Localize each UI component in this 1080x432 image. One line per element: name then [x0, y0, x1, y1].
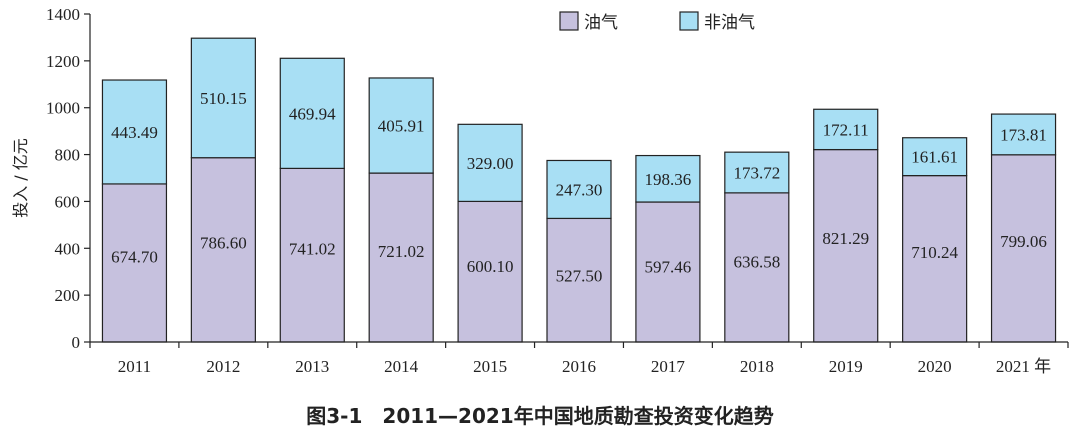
- bar-oil-gas-2020: [902, 175, 968, 343]
- data-label-oil-gas: 741.02: [289, 239, 336, 258]
- legend-label-oil-gas: 油气: [584, 13, 618, 33]
- x-tick-label: 2015: [473, 357, 507, 376]
- bar-oil-gas-2015: [457, 200, 523, 343]
- data-label-non-oil-gas: 329.00: [467, 154, 514, 173]
- bar-oil-gas-2011: [101, 183, 168, 343]
- x-tick-label: 2016: [562, 357, 596, 376]
- bar-non-oil-gas-2011: [101, 79, 168, 185]
- data-label-oil-gas: 597.46: [645, 257, 692, 276]
- data-label-non-oil-gas: 247.30: [556, 180, 603, 199]
- bar-non-oil-gas-2021: [990, 113, 1057, 156]
- data-label-oil-gas: 527.50: [556, 266, 603, 285]
- bars-group: 674.70 443.49 786.60 510.15 741.02 469.94 721.…: [101, 37, 1057, 343]
- y-axis-label: 投入 / 亿元: [11, 138, 30, 218]
- bar-non-oil-gas-2017: [635, 154, 701, 203]
- x-tick-label: 2017: [651, 357, 686, 376]
- bar-non-oil-gas-2014: [368, 77, 434, 174]
- figure-caption: 图3-1 2011—2021年中国地质勘查投资变化趋势: [306, 404, 774, 428]
- data-label-non-oil-gas: 173.81: [1000, 125, 1047, 144]
- legend-label-non-oil-gas: 非油气: [704, 13, 755, 33]
- data-label-non-oil-gas: 469.94: [289, 104, 336, 123]
- bar-non-oil-gas-2019: [813, 108, 879, 151]
- y-tick-label: 200: [55, 286, 81, 305]
- data-label-non-oil-gas: 161.61: [911, 148, 958, 167]
- data-label-non-oil-gas: 510.15: [200, 89, 247, 108]
- bar-oil-gas-2019: [813, 148, 879, 343]
- data-label-non-oil-gas: 443.49: [111, 123, 158, 142]
- x-tick-label: 2020: [918, 357, 952, 376]
- x-tick-label: 2018: [740, 357, 774, 376]
- y-tick-label: 600: [55, 192, 81, 211]
- bar-non-oil-gas-2020: [902, 137, 968, 177]
- data-label-oil-gas: 710.24: [911, 243, 958, 262]
- legend-swatch-oil-gas: [559, 11, 579, 31]
- data-label-oil-gas: 799.06: [1000, 232, 1047, 251]
- bar-non-oil-gas-2016: [546, 159, 612, 220]
- legend-swatch-non-oil-gas: [679, 11, 699, 31]
- bar-non-oil-gas-2018: [724, 151, 790, 194]
- data-label-non-oil-gas: 172.11: [823, 120, 869, 139]
- data-label-oil-gas: 674.70: [111, 248, 158, 267]
- bar-oil-gas-2021: [990, 154, 1057, 343]
- data-label-oil-gas: 600.10: [467, 257, 514, 276]
- y-tick-label: 1400: [46, 5, 80, 24]
- y-tick-label: 0: [72, 333, 81, 352]
- bar-oil-gas-2018: [724, 192, 790, 343]
- y-tick-label: 400: [55, 239, 81, 258]
- x-tick-label: 2021 年: [996, 357, 1051, 376]
- bar-oil-gas-2017: [635, 201, 701, 343]
- x-axis: 2011 2012 2013 2014 2015 2016 2017 2018 2019 2020…: [89, 341, 1069, 376]
- data-label-oil-gas: 721.02: [378, 242, 425, 261]
- bar-non-oil-gas-2012: [190, 37, 256, 159]
- data-label-non-oil-gas: 198.36: [645, 170, 692, 189]
- y-tick-label: 800: [55, 146, 81, 165]
- data-label-oil-gas: 636.58: [733, 252, 780, 271]
- data-label-oil-gas: 821.29: [822, 229, 869, 248]
- y-tick-label: 1200: [46, 52, 80, 71]
- legend: 油气 非油气: [559, 11, 755, 33]
- y-axis: 0 200 400 600 800 1000 1200 1400: [46, 5, 91, 352]
- bar-non-oil-gas-2015: [457, 123, 523, 203]
- x-tick-label: 2012: [206, 357, 240, 376]
- x-tick-label: 2013: [295, 357, 329, 376]
- data-label-non-oil-gas: 405.91: [378, 117, 425, 136]
- y-tick-label: 1000: [46, 99, 80, 118]
- data-label-non-oil-gas: 173.72: [733, 164, 780, 183]
- x-tick-label: 2011: [118, 357, 151, 376]
- x-tick-label: 2014: [384, 357, 419, 376]
- x-tick-label: 2019: [829, 357, 863, 376]
- data-label-oil-gas: 786.60: [200, 233, 247, 252]
- bar-non-oil-gas-2013: [279, 57, 345, 169]
- stacked-bar-chart: 0 200 400 600 800 1000 1200 1400 投入 / 亿元 674.70…: [11, 5, 1069, 376]
